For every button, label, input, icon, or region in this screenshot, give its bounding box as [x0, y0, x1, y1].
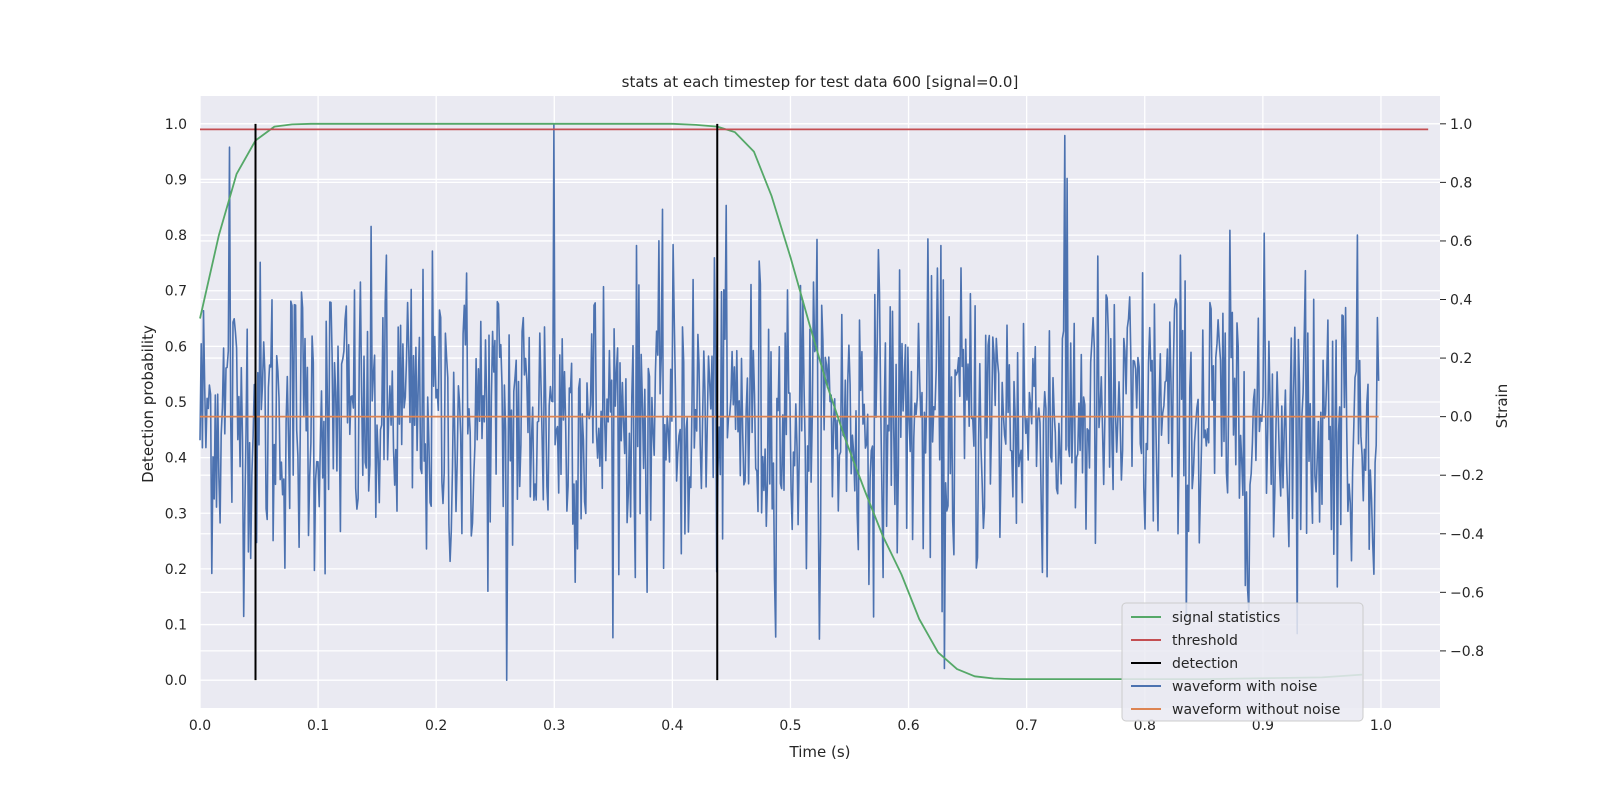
y2-tick-label: −0.8	[1450, 644, 1484, 660]
legend-box	[1121, 602, 1364, 722]
x-tick-label: 1.0	[1370, 718, 1392, 734]
x-tick-label: 0.0	[189, 718, 211, 734]
x-axis-label: Time (s)	[789, 743, 851, 761]
legend-label: waveform without noise	[1172, 702, 1340, 718]
legend-label: threshold	[1172, 633, 1238, 649]
series-waveform-with-noise	[199, 123, 1380, 681]
x-tick-label: 0.3	[543, 718, 565, 734]
y-tick-label: 0.2	[165, 562, 187, 578]
x-axis-ticks: 0.0 0.1 0.2 0.3 0.4 0.5 0.6 0.7 0.8 0.9 1.0	[189, 718, 1392, 734]
y-tick-label: 0.9	[165, 172, 187, 188]
y2-tick-label: 0.4	[1450, 293, 1472, 309]
legend-label: waveform with noise	[1172, 679, 1317, 695]
legend-label: detection	[1172, 656, 1238, 672]
y-axis-label: Detection probability	[139, 325, 157, 483]
y-tick-label: 0.8	[165, 228, 187, 244]
y-tick-label: 0.0	[165, 673, 187, 689]
x-tick-label: 0.9	[1252, 718, 1274, 734]
x-tick-label: 0.2	[425, 718, 447, 734]
y-tick-label: 0.5	[165, 395, 187, 411]
y2-tick-label: 0.0	[1450, 410, 1472, 426]
y-tick-label: 0.3	[165, 506, 187, 522]
legend: signal statistics threshold detection wavef…	[1121, 602, 1364, 722]
y-tick-label: 0.7	[165, 284, 187, 300]
chart-title: stats at each timestep for test data 600…	[622, 73, 1019, 91]
y2-tick-label: −0.6	[1450, 585, 1484, 601]
x-tick-label: 0.4	[661, 718, 683, 734]
x-tick-label: 0.8	[1134, 718, 1156, 734]
x-tick-label: 0.1	[307, 718, 329, 734]
y-tick-label: 0.1	[165, 618, 187, 634]
y2-tick-label: 0.6	[1450, 234, 1472, 250]
y2-tick-label: −0.4	[1450, 527, 1484, 543]
y2-axis-label: Strain	[1493, 384, 1511, 428]
y-axis-ticks: 0.0 0.1 0.2 0.3 0.4 0.5 0.6 0.7 0.8 0.9 1.0	[165, 117, 187, 689]
y-tick-label: 0.6	[165, 339, 187, 355]
y2-tick-label: 1.0	[1450, 117, 1472, 133]
y-tick-label: 0.4	[165, 451, 187, 467]
y2-tick-label: 0.8	[1450, 175, 1472, 191]
series-layer	[199, 122, 1429, 681]
legend-label: signal statistics	[1172, 610, 1280, 626]
x-tick-label: 0.6	[897, 718, 919, 734]
series-signal-statistics	[199, 122, 1363, 680]
y-tick-label: 1.0	[165, 117, 187, 133]
y2-axis-ticks: −0.8 −0.6 −0.4 −0.2 0.0 0.2 0.4 0.6 0.8 1.0	[1440, 117, 1484, 660]
x-tick-label: 0.5	[779, 718, 801, 734]
y2-tick-label: −0.2	[1450, 468, 1484, 484]
x-tick-label: 0.7	[1016, 718, 1038, 734]
y2-tick-label: 0.2	[1450, 351, 1472, 367]
